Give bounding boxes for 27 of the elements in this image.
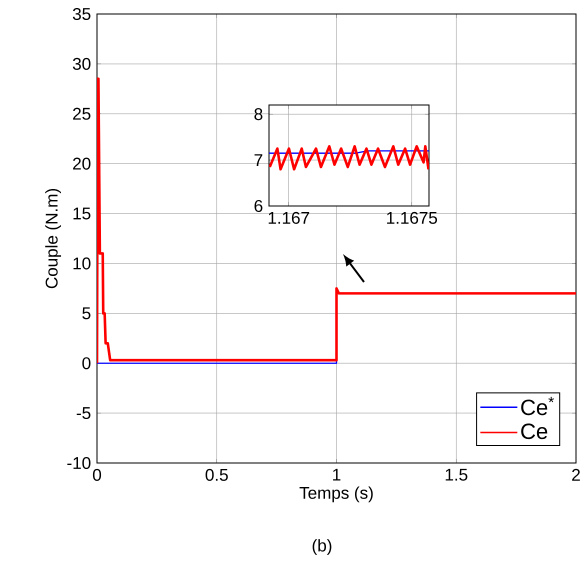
x-tick-label: 1.5 xyxy=(446,468,468,481)
y-tick-label: 35 xyxy=(72,8,90,20)
y-tick-label: 25 xyxy=(73,108,90,120)
x-tick-label: 0 xyxy=(92,468,102,481)
y-tick-label: 0 xyxy=(82,357,90,370)
text: (b) xyxy=(312,539,332,555)
y-tick-label: 30 xyxy=(72,58,90,70)
y-tick-label: 5 xyxy=(82,307,90,320)
legend-label: Ce xyxy=(521,424,548,440)
x-axis-title: Temps (s) xyxy=(300,486,373,502)
y-tick-label: 6 xyxy=(254,200,262,212)
y-tick-label: -5 xyxy=(76,407,90,420)
x-tick-label: 2 xyxy=(572,468,580,481)
x-tick-label: 1.167 xyxy=(268,212,310,224)
y-tick-label: 8 xyxy=(254,108,262,120)
line-series xyxy=(269,145,429,171)
x-tick-label: 1 xyxy=(333,468,340,481)
y-tick-label: 15 xyxy=(74,208,90,220)
x-tick-label: 0.5 xyxy=(206,468,228,481)
y-tick-label: -10 xyxy=(67,456,90,470)
y-tick-label: 10 xyxy=(74,257,90,270)
y-tick-label: 20 xyxy=(73,158,90,170)
legend-label: Ce$^{*}$ xyxy=(521,396,554,416)
y-axis-title: Couple (N.m) xyxy=(45,189,62,288)
line-series xyxy=(97,78,576,365)
x-tick-label: 1.1675 xyxy=(387,212,438,224)
y-tick-label: 7 xyxy=(254,154,262,166)
